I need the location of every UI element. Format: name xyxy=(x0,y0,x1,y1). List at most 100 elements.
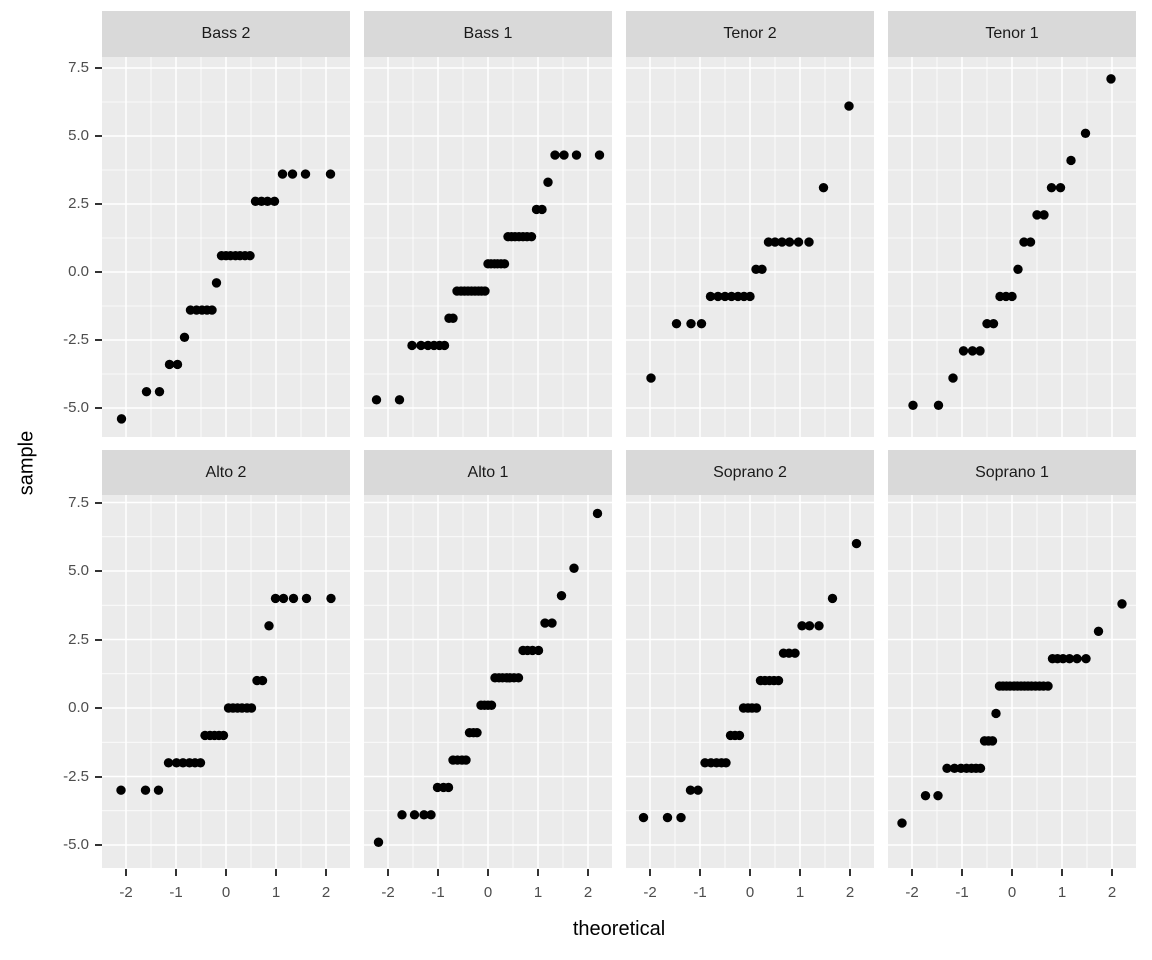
panel-canvas xyxy=(626,57,874,437)
data-point xyxy=(713,291,723,302)
y-tick-mark xyxy=(95,570,102,572)
x-tick-mark xyxy=(175,869,177,876)
data-point xyxy=(804,621,815,631)
x-tick-mark xyxy=(387,869,389,876)
data-point xyxy=(211,278,222,288)
data-point xyxy=(116,414,127,424)
facet-panel-tenor-2 xyxy=(626,57,874,437)
facet-panel-bass-2 xyxy=(102,57,350,437)
data-point xyxy=(1106,74,1116,84)
x-tick-label-1: 1 xyxy=(533,884,543,901)
x-tick-label--1: -1 xyxy=(431,884,445,901)
data-point xyxy=(948,373,958,383)
data-point xyxy=(264,621,274,631)
data-point xyxy=(278,593,289,604)
x-tick-mark xyxy=(537,869,539,876)
data-point xyxy=(594,150,605,160)
facet-strip-soprano-1: Soprano 1 xyxy=(888,450,1136,495)
x-tick-mark xyxy=(849,869,851,876)
data-point xyxy=(1043,681,1053,691)
data-point xyxy=(1013,264,1023,274)
data-point xyxy=(141,386,152,397)
data-point xyxy=(195,758,206,768)
data-point xyxy=(851,538,862,549)
data-point xyxy=(745,291,755,302)
data-point xyxy=(897,818,907,828)
data-point xyxy=(257,675,268,686)
y-tick-mark xyxy=(95,135,102,137)
data-point xyxy=(720,291,730,302)
data-point xyxy=(770,237,780,247)
panel-canvas xyxy=(364,495,612,868)
x-tick-label-0: 0 xyxy=(1007,884,1017,901)
data-point xyxy=(933,400,944,410)
data-point xyxy=(486,700,497,710)
y-tick-label-7.5: 7.5 xyxy=(68,493,89,511)
data-point xyxy=(827,593,838,604)
y-tick-mark xyxy=(95,775,102,778)
x-tick-mark xyxy=(961,869,963,876)
x-tick-label-1: 1 xyxy=(1057,884,1067,901)
y-tick-label--2.5: -2.5 xyxy=(63,331,89,348)
data-point xyxy=(751,703,762,713)
y-tick-mark xyxy=(95,67,102,69)
y-tick-mark xyxy=(95,707,102,709)
data-point xyxy=(982,318,992,329)
y-tick-label--5.0: -5.0 xyxy=(63,836,89,853)
facet-panel-bass-1 xyxy=(364,57,612,437)
x-tick-label--2: -2 xyxy=(381,884,395,901)
data-point xyxy=(163,758,174,768)
data-point xyxy=(326,593,336,604)
x-tick-label--1: -1 xyxy=(955,884,969,901)
data-point xyxy=(1046,182,1057,193)
data-point xyxy=(671,318,682,329)
y-tick-mark xyxy=(95,271,102,273)
data-point xyxy=(777,237,787,247)
x-tick-label-0: 0 xyxy=(221,884,231,901)
facet-strip-label: Bass 1 xyxy=(463,25,513,42)
x-tick-label--2: -2 xyxy=(905,884,919,901)
data-point xyxy=(1081,653,1091,664)
y-tick-mark xyxy=(95,844,102,846)
facet-strip-alto-2: Alto 2 xyxy=(102,450,350,495)
data-point xyxy=(1058,653,1068,664)
y-tick-label--2.5: -2.5 xyxy=(63,767,89,785)
facet-panel-tenor-1 xyxy=(888,57,1136,437)
data-point xyxy=(1025,237,1036,247)
facet-panel-alto-2 xyxy=(102,495,350,868)
data-point xyxy=(556,590,567,601)
facet-strip-soprano-2: Soprano 2 xyxy=(626,450,874,495)
data-point xyxy=(301,593,312,604)
facet-strip-label: Alto 2 xyxy=(205,463,247,481)
data-point xyxy=(638,812,649,823)
data-point xyxy=(439,340,450,351)
x-tick-label--2: -2 xyxy=(643,884,657,901)
panel-canvas xyxy=(626,495,874,868)
data-point xyxy=(784,237,795,247)
x-tick-mark xyxy=(275,869,277,876)
data-point xyxy=(734,730,745,741)
data-point xyxy=(171,758,182,768)
data-point xyxy=(693,785,703,795)
data-point xyxy=(757,264,767,274)
x-tick-label--2: -2 xyxy=(119,884,133,901)
data-point xyxy=(958,346,969,356)
data-point xyxy=(933,790,943,801)
data-point xyxy=(537,204,547,215)
data-point xyxy=(480,286,490,296)
y-tick-mark xyxy=(95,339,102,341)
facet-strip-bass-1: Bass 1 xyxy=(364,11,612,57)
y-tick-label-2.5: 2.5 xyxy=(68,630,89,648)
y-tick-label-5.0: 5.0 xyxy=(68,562,89,579)
data-point xyxy=(908,400,918,410)
x-tick-mark xyxy=(325,869,327,876)
facet-strip-label: Soprano 1 xyxy=(975,463,1049,481)
data-point xyxy=(416,340,426,351)
data-point xyxy=(773,675,784,686)
data-point xyxy=(550,150,560,160)
data-point xyxy=(790,648,800,658)
data-point xyxy=(1032,210,1042,220)
x-tick-label-1: 1 xyxy=(271,884,281,901)
data-point xyxy=(1093,626,1104,636)
data-point xyxy=(975,763,986,773)
